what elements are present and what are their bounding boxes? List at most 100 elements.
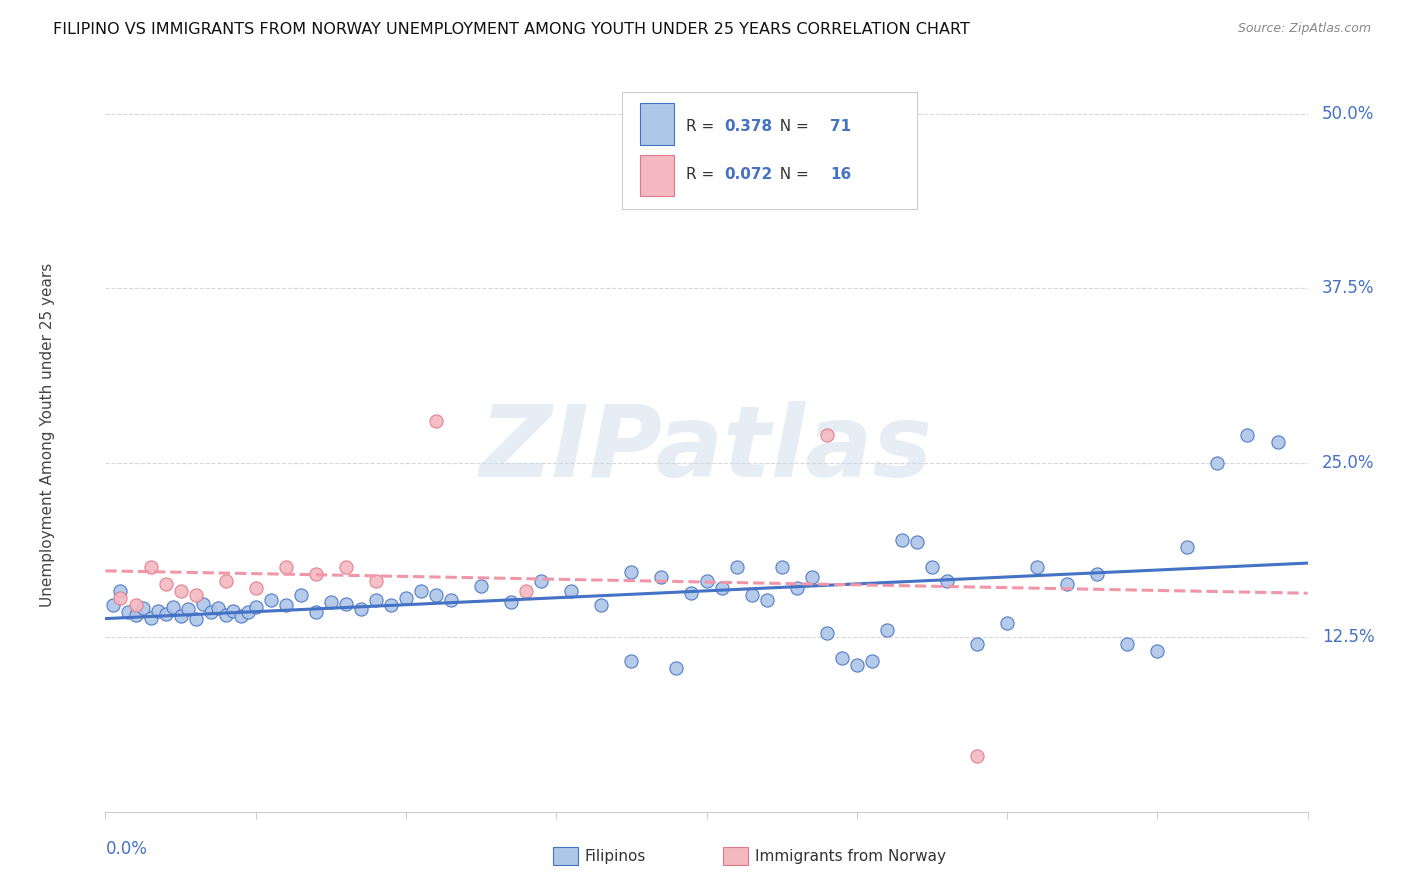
Point <box>1175 540 1198 554</box>
Text: 37.5%: 37.5% <box>1322 279 1375 297</box>
Point <box>364 592 387 607</box>
Point <box>905 535 928 549</box>
Point <box>124 598 146 612</box>
Text: 0.072: 0.072 <box>724 167 773 182</box>
Point <box>305 605 328 619</box>
Text: Source: ZipAtlas.com: Source: ZipAtlas.com <box>1237 22 1371 36</box>
Point <box>335 560 357 574</box>
Point <box>470 578 492 592</box>
Point <box>440 592 463 607</box>
Point <box>560 584 582 599</box>
Point <box>177 602 200 616</box>
Point <box>425 588 447 602</box>
Point <box>620 565 643 579</box>
Point <box>741 588 763 602</box>
Point <box>860 654 883 668</box>
Point <box>409 584 432 599</box>
Point <box>530 574 553 589</box>
Point <box>350 602 373 616</box>
Point <box>1116 637 1139 651</box>
Text: N =: N = <box>770 167 814 182</box>
Point <box>146 604 169 618</box>
Point <box>184 612 207 626</box>
Text: 0.378: 0.378 <box>724 119 773 134</box>
Point <box>207 601 229 615</box>
Point <box>1085 567 1108 582</box>
Point <box>696 574 718 589</box>
Point <box>890 533 912 547</box>
Point <box>665 661 688 675</box>
FancyBboxPatch shape <box>640 103 673 145</box>
Point <box>290 588 312 602</box>
Point <box>305 567 328 582</box>
Point <box>214 574 236 589</box>
Point <box>139 560 162 574</box>
Text: 25.0%: 25.0% <box>1322 454 1375 472</box>
FancyBboxPatch shape <box>553 847 578 865</box>
Point <box>110 584 132 599</box>
Point <box>364 574 387 589</box>
Point <box>117 605 139 619</box>
Point <box>770 560 793 574</box>
Point <box>229 609 252 624</box>
Text: Unemployment Among Youth under 25 years: Unemployment Among Youth under 25 years <box>41 263 55 607</box>
Point <box>501 595 523 609</box>
Text: 50.0%: 50.0% <box>1322 105 1375 123</box>
Point <box>274 598 297 612</box>
Point <box>245 599 267 614</box>
Text: 12.5%: 12.5% <box>1322 628 1375 646</box>
Point <box>155 607 177 621</box>
Point <box>966 637 988 651</box>
Point <box>169 584 191 599</box>
Point <box>591 598 613 612</box>
Point <box>380 598 402 612</box>
Point <box>191 597 214 611</box>
Point <box>650 570 672 584</box>
FancyBboxPatch shape <box>640 154 673 196</box>
Point <box>936 574 959 589</box>
Point <box>1267 434 1289 449</box>
Point <box>845 658 868 673</box>
Point <box>755 592 778 607</box>
Point <box>815 626 838 640</box>
Point <box>169 609 191 624</box>
Point <box>1056 577 1078 591</box>
Point <box>260 592 283 607</box>
Text: Filipinos: Filipinos <box>585 849 647 863</box>
Point <box>319 595 342 609</box>
Point <box>110 591 132 606</box>
Point <box>921 560 943 574</box>
Point <box>515 584 537 599</box>
Text: 0.0%: 0.0% <box>105 840 148 858</box>
Point <box>620 654 643 668</box>
Point <box>1236 428 1258 442</box>
Point <box>139 610 162 624</box>
Point <box>800 570 823 584</box>
Text: N =: N = <box>770 119 814 134</box>
Point <box>681 585 703 599</box>
Point <box>425 414 447 428</box>
FancyBboxPatch shape <box>723 847 748 865</box>
Point <box>124 607 146 622</box>
Point <box>274 560 297 574</box>
Point <box>815 428 838 442</box>
Point <box>155 577 177 591</box>
Point <box>200 605 222 619</box>
Point <box>710 582 733 596</box>
Point <box>831 651 853 665</box>
Text: 71: 71 <box>831 119 852 134</box>
Point <box>786 582 808 596</box>
Point <box>876 624 898 638</box>
Point <box>395 591 418 606</box>
Text: Immigrants from Norway: Immigrants from Norway <box>755 849 946 863</box>
Point <box>966 748 988 763</box>
Point <box>995 616 1018 631</box>
Point <box>184 588 207 602</box>
Point <box>101 598 124 612</box>
Text: FILIPINO VS IMMIGRANTS FROM NORWAY UNEMPLOYMENT AMONG YOUTH UNDER 25 YEARS CORRE: FILIPINO VS IMMIGRANTS FROM NORWAY UNEMP… <box>53 22 970 37</box>
Point <box>238 605 260 619</box>
Text: ZIPatlas: ZIPatlas <box>479 401 934 499</box>
Point <box>162 599 184 614</box>
Point <box>335 597 357 611</box>
Text: 16: 16 <box>831 167 852 182</box>
